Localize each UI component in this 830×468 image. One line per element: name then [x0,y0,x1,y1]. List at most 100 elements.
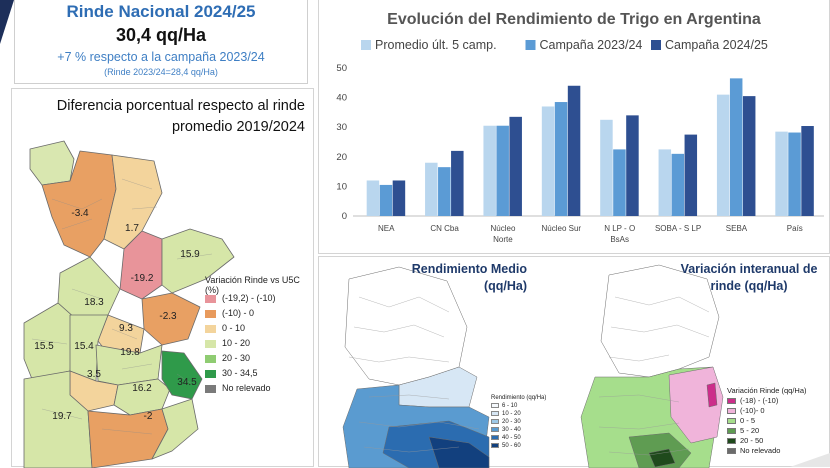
legend-label-0: Promedio últ. 5 camp. [375,38,497,52]
legend-label: 0 - 5 [740,416,756,425]
map-variacion-legend-item: (-10) - 0 [205,307,254,319]
map-variacion-legend-item: (-19,2) - (-10) [205,292,276,304]
legend-swatch [491,410,499,416]
y-tick-label-3: 30 [336,122,347,133]
map-label-12: 34.5 [177,377,197,388]
legend-swatch [491,434,499,440]
map-label-4: 18.3 [84,297,104,308]
map-region-p [151,398,199,460]
bar-6-2 [742,96,756,216]
x-tick-label-4-0: N LP - O [604,224,635,233]
legend-swatch [491,418,499,424]
legend-label: (-10)- 0 [740,406,765,415]
map-label-0: -3.4 [71,208,89,219]
legend-swatch [727,448,736,455]
bar-0-1 [379,184,393,216]
map-interanual-legend-item: 5 - 20 [727,426,759,435]
bar-3-0 [541,106,555,216]
map-variacion-panel: -3.4 1.7 15.9 -19.2 18.3 -2.3 9.3 15.5 1… [11,88,314,468]
bar-2-2 [509,116,522,216]
bar-0-2 [392,180,406,216]
legend-label: 5 - 20 [740,426,760,435]
x-tick-label-1-0: CN Cba [430,224,459,233]
map-label-9: 19.8 [120,347,140,358]
y-tick-label-4: 40 [336,93,347,104]
rend-map-darkest-area [428,436,490,468]
map-label-10: 3.5 [87,369,101,380]
x-tick-label-7-0: País [787,224,803,233]
legend-label: 40 - 50 [502,435,521,441]
x-tick-label-5-0: SOBA - S LP [655,224,701,233]
map-label-1: 1.7 [125,223,139,234]
bar-1-0 [425,162,438,216]
map-label-7: 15.5 [34,341,54,352]
legend-swatch [491,402,499,408]
legend-swatch [727,398,736,405]
legend-swatch [205,369,216,378]
bar-4-0 [600,119,613,216]
bar-6-0 [716,94,730,216]
legend-label: No relevado [740,446,781,455]
legend-swatch [727,418,736,425]
legend-label: 10 - 20 [502,411,521,417]
bar-0-0 [366,180,380,216]
map-interanual-legend-item: (-10)- 0 [727,406,765,415]
map-interanual-legend-item: No relevado [727,446,780,455]
bar-chart: Promedio últ. 5 camp. Campaña 2023/24 Camp… [336,38,824,244]
y-tick-label-5: 50 [336,63,347,74]
map-interanual-legend-title: Variación Rinde (qq/Ha) [727,386,807,395]
bar-4-1 [613,149,626,216]
bar-1-2 [451,150,464,216]
legend-label: 20 - 50 [740,436,764,445]
map-rendimiento-legend-item: 30 - 40 [491,426,521,434]
legend-label-2: Campaña 2024/25 [665,38,768,52]
map-label-5: -2.3 [159,311,177,322]
bar-4-2 [626,115,639,216]
bar-7-1 [788,132,801,216]
rinde-nacional-value: 30,4 qq/Ha [115,25,207,45]
map-label-6: 9.3 [119,323,133,334]
y-tick-label-0: 0 [342,211,347,222]
x-tick-label-6-0: SEBA [726,224,748,233]
legend-swatch-1 [525,40,536,50]
bar-7-2 [801,126,814,216]
corner-accent-bottom [790,453,830,467]
map-variacion-title: Diferencia porcentual respecto al rinde … [56,98,305,135]
legend-label-1: Campaña 2023/24 [540,38,643,52]
corner-accent [0,0,14,44]
map-interanual-title: Variación interanual de rinde (qq/Ha) [680,262,818,293]
legend-swatch [491,442,499,448]
x-tick-label-2-1: Norte [493,235,513,244]
chart-title: Evolución del Rendimiento de Trigo en Ar… [387,11,761,28]
map-label-3: -19.2 [131,273,154,284]
bottom-maps-panel: Rendimiento Medio (qq/Ha) Variación inte… [318,256,830,468]
legend-label: 10 - 20 [222,338,251,348]
legend-label: 20 - 30 [502,419,521,425]
legend-swatch [727,438,736,445]
bottom-maps [342,264,724,468]
bar-2-1 [496,125,509,216]
bar-5-2 [684,134,698,216]
legend-label: 20 - 30 [222,353,251,363]
map-rendimiento-legend-item: 40 - 50 [491,434,521,442]
legend-swatch-2 [651,40,661,50]
map-rendimiento-title: Rendimiento Medio (qq/Ha) [411,262,527,293]
map-variacion-legend-item: 30 - 34,5 [205,367,258,379]
x-tick-label-3-0: Núcleo Sur [542,224,582,233]
rinde-nacional-change: +7 % respecto a la campaña 2023/24 [57,50,265,64]
legend-swatch-0 [361,40,371,50]
map-variacion-legend-item: No relevado [205,382,271,394]
legend-label: 30 - 40 [502,427,521,433]
legend-label: 30 - 34,5 [222,368,258,378]
legend-label: 0 - 10 [222,323,246,333]
legend-label: 50 - 60 [502,443,521,449]
map-label-13: 19.7 [52,411,72,422]
map-rendimiento-legend-item: 10 - 20 [491,410,521,418]
legend-label: (-19,2) - (-10) [222,293,276,303]
legend-swatch [727,428,736,435]
x-tick-label-4-1: BsAs [610,235,629,244]
legend-label: 6 - 10 [502,403,518,409]
map-label-14: -2 [144,411,153,422]
bar-3-1 [554,102,568,216]
chart-panel: Evolución del Rendimiento de Trigo en Ar… [318,0,830,254]
